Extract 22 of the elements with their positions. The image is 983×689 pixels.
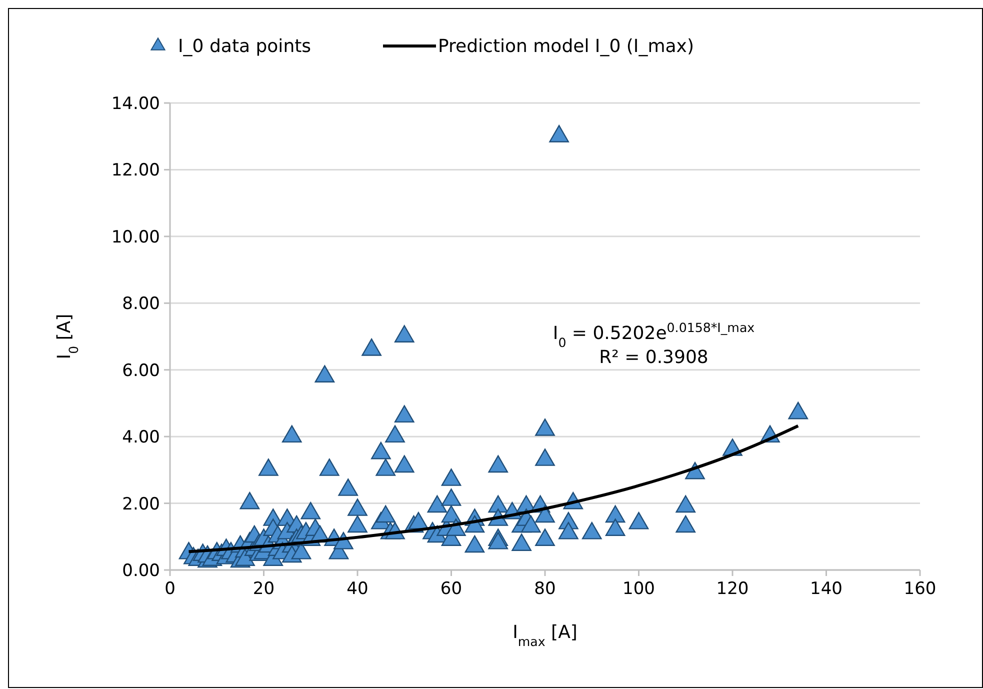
y-tick-label: 6.00 (122, 360, 160, 381)
y-tick-label: 14.00 (111, 94, 160, 114)
y-tick-label: 4.00 (122, 428, 160, 448)
y-tick-label: 0.00 (122, 561, 160, 581)
x-tick-label: 20 (252, 579, 275, 599)
x-tick-label: 140 (810, 579, 842, 599)
x-tick-label: 100 (622, 579, 655, 599)
x-tick-label: 80 (534, 579, 556, 599)
y-tick-label: 2.00 (122, 494, 160, 514)
y-tick-label: 12.00 (111, 160, 160, 181)
x-tick-label: 40 (346, 579, 368, 599)
annotation: I$_{0}$ = 0.5202e$^{0.0158*I_max}$ (552, 319, 756, 350)
x-tick-label: 120 (716, 579, 749, 599)
y-tick-label: 8.00 (122, 294, 160, 314)
annotation: R² = 0.3908 (599, 346, 708, 368)
x-tick-label: 160 (904, 579, 936, 599)
x-tick-label: 60 (440, 579, 462, 599)
legend-label: I_0 data points (178, 36, 312, 57)
x-tick-label: 0 (164, 579, 176, 599)
legend-label: Prediction model I_0 (I_max) (438, 36, 694, 57)
y-tick-label: 10.00 (111, 227, 160, 248)
x-axis-title: I$_{max}$ [A] (512, 622, 578, 648)
